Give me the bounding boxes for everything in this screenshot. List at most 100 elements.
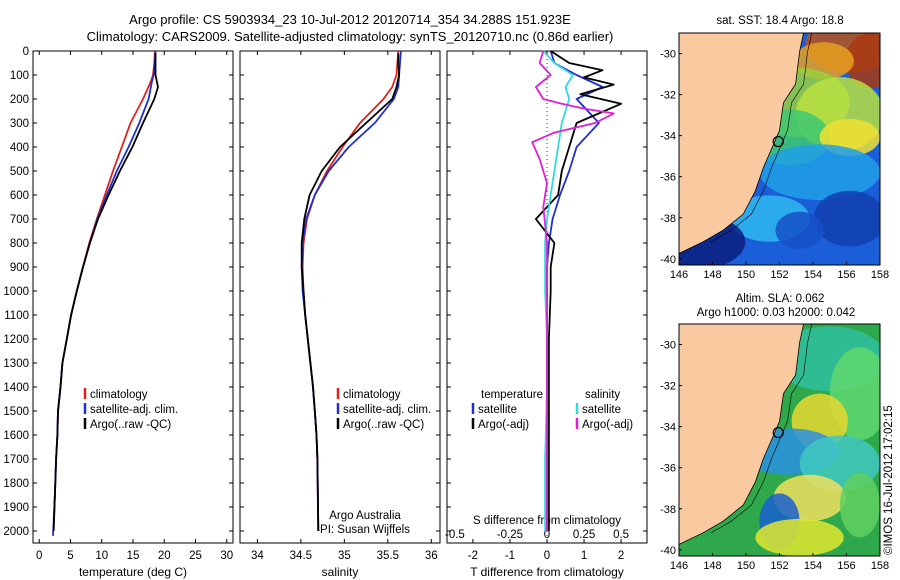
map1-xtick-label: 156 [837, 269, 855, 281]
map2-xtick-label: 152 [770, 560, 788, 572]
legend-label: Argo(..raw -QC) [343, 419, 424, 431]
panel3-xtick-label: 1 [581, 550, 587, 562]
panel2-xtick-label: 34 [251, 550, 264, 562]
legend-label: Argo(..raw -QC) [90, 419, 171, 431]
panel2-xtick-label: 35 [338, 550, 351, 562]
map2-inner [679, 324, 880, 556]
map1-land [679, 33, 805, 254]
map2-title-line2: Argo h1000: 0.03 h2000: 0.042 [697, 307, 856, 319]
map1-field-patch [759, 144, 880, 201]
map1-shelf-contour [711, 33, 812, 243]
ytick-label: 1000 [3, 286, 29, 298]
panel1-xtick-label: 0 [36, 550, 42, 562]
ytick-label: 2000 [3, 526, 29, 538]
ytick-label: 600 [10, 190, 29, 202]
ytick-label: 0 [23, 46, 29, 58]
annotation-pi: PI: Susan Wijffels [320, 524, 410, 536]
ytick-label: 700 [10, 214, 29, 226]
map1-field-patch [845, 33, 880, 89]
map2-ytick-label: -30 [660, 340, 676, 352]
map2-ytick-label: -38 [660, 504, 676, 516]
ytick-label: 500 [10, 166, 29, 178]
panel1-xtick-label: 15 [127, 550, 140, 562]
panel3-xtick-label: -2 [468, 550, 478, 562]
panel3-series-line [535, 50, 622, 531]
top-xtick-label: 0 [544, 529, 550, 541]
panel3-xlabel: T difference from climatology [470, 565, 624, 579]
map1-ytick-label: -30 [660, 49, 676, 61]
panel2-xtick-label: 34.5 [290, 550, 312, 562]
panel1-xtick-label: 10 [95, 550, 108, 562]
legend-label: salinity [585, 389, 620, 401]
map1-xtick-label: 154 [804, 269, 822, 281]
top-xtick-label: 0.25 [573, 529, 595, 541]
panel1-xtick-label: 25 [189, 550, 202, 562]
legend-label: Argo(-adj) [478, 419, 529, 431]
map2-xtick-label: 154 [804, 560, 822, 572]
map1-ytick-label: -36 [660, 172, 676, 184]
map1-field-patch [775, 211, 824, 249]
annotation-owner: Argo Australia [329, 510, 401, 522]
ytick-label: 1900 [3, 502, 29, 514]
map2-land [679, 324, 805, 545]
panel1-axes-frame [32, 50, 234, 544]
ytick-label: 1100 [4, 310, 29, 322]
legend-label: climatology [90, 389, 148, 401]
map1-xtick-label: 148 [703, 269, 721, 281]
legend-label: satellite-adj. clim. [90, 404, 178, 416]
ytick-label: 1800 [3, 478, 29, 490]
ytick-label: 400 [10, 142, 29, 154]
panel2-series-line [300, 53, 401, 532]
map1-group [678, 32, 881, 266]
top-xtick-label: -0.5 [445, 529, 465, 541]
figure-title-line1: Argo profile: CS 5903934_23 10-Jul-2012 … [129, 12, 571, 27]
map2-xtick-label: 148 [703, 560, 721, 572]
map1-ytick-label: -38 [660, 213, 676, 225]
map2-ytick-label: -32 [660, 381, 676, 393]
ytick-label: 300 [10, 118, 29, 130]
ytick-label: 1300 [3, 358, 29, 370]
panel1-xlabel: temperature (deg C) [79, 565, 187, 579]
legend-label: satellite [478, 404, 517, 416]
legend-label: satellite [582, 404, 621, 416]
ytick-label: 1700 [3, 454, 29, 466]
imos-timestamp: ©IMOS 16-Jul-2012 17:02:15 [883, 405, 895, 555]
panel1-xtick-label: 30 [220, 550, 233, 562]
map2-shelf-contour [711, 324, 812, 534]
panel3-xtick-label: -1 [505, 550, 515, 562]
figure-title-line2: Climatology: CARS2009. Satellite-adjuste… [86, 29, 614, 44]
legend-label: satellite-adj. clim. [343, 404, 431, 416]
map2-xtick-label: 156 [837, 560, 855, 572]
top-xtick-label: -0.25 [497, 529, 523, 541]
map1-xtick-label: 150 [737, 269, 755, 281]
map2-group [678, 323, 881, 557]
panel2-axes-frame [239, 50, 441, 544]
map2-ytick-label: -34 [660, 422, 676, 434]
map2-xtick-label: 150 [737, 560, 755, 572]
ytick-label: 900 [10, 262, 29, 274]
map1-title: sat. SST: 18.4 Argo: 18.8 [716, 15, 843, 27]
panel1-series-line [52, 53, 159, 532]
panel2-xlabel: salinity [322, 565, 359, 579]
map1-field-patch [813, 190, 880, 247]
panel3-xtick-label: 2 [618, 550, 624, 562]
top-xtick-label: 0.5 [613, 529, 629, 541]
panel3-xtick-label: 0 [544, 550, 550, 562]
map2-xtick-label: 146 [670, 560, 688, 572]
map1-inner [679, 33, 880, 265]
map2-ytick-label: -40 [660, 545, 676, 557]
ytick-label: 1200 [3, 334, 29, 346]
legend-label: temperature [481, 389, 543, 401]
ytick-label: 800 [10, 238, 29, 250]
map2-xtick-label: 158 [871, 560, 889, 572]
map1-xtick-label: 152 [770, 269, 788, 281]
map2-field-patch [839, 472, 880, 538]
argo-float-marker [772, 135, 784, 148]
panel1-xtick-label: 20 [158, 550, 171, 562]
map1-xtick-label: 146 [670, 269, 688, 281]
map2-ytick-label: -36 [660, 463, 676, 475]
ytick-label: 200 [10, 94, 29, 106]
legend-label: climatology [343, 389, 401, 401]
ytick-label: 100 [10, 70, 29, 82]
